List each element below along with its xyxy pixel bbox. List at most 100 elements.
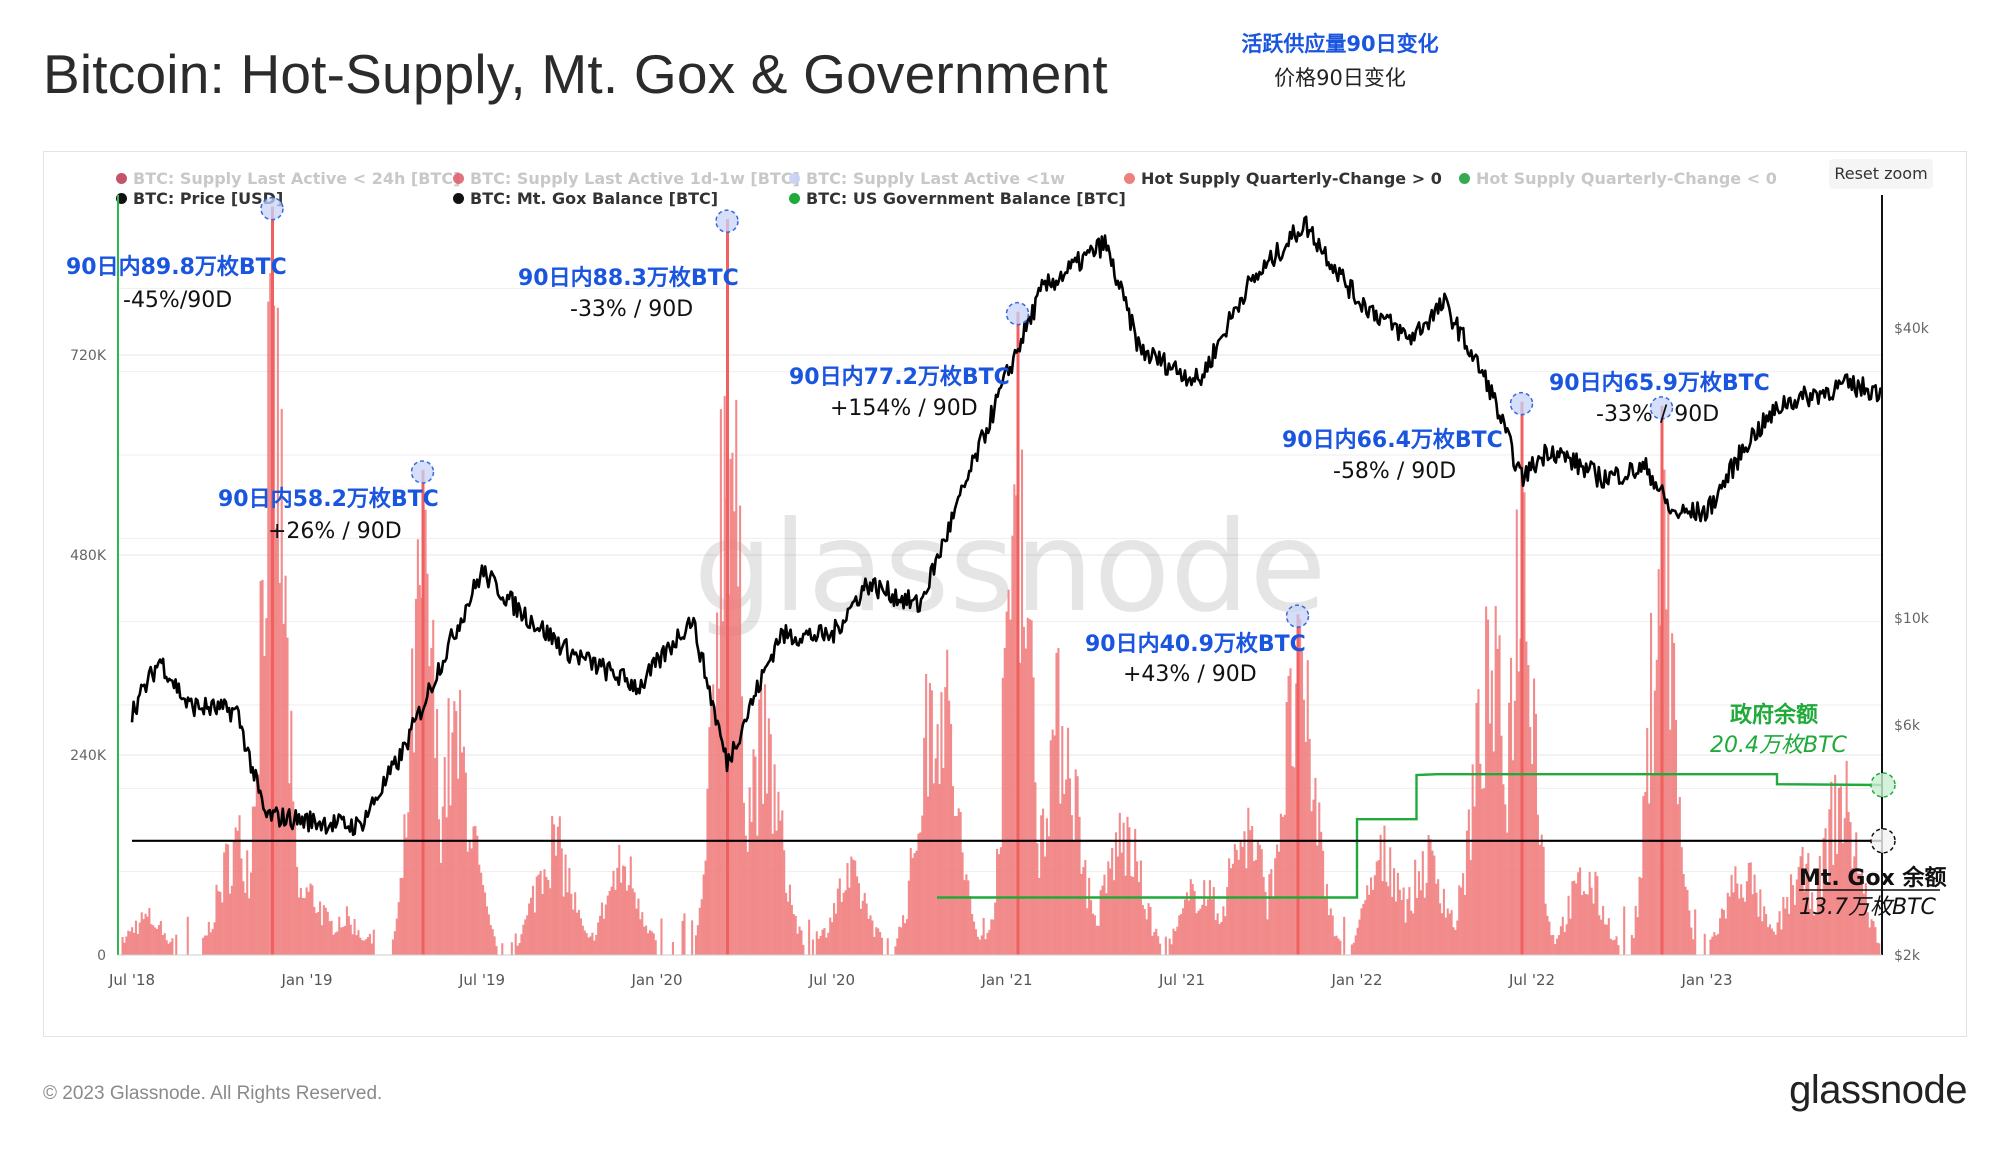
reset-zoom-button[interactable]: Reset zoom xyxy=(1829,159,1933,189)
hot-supply-bar xyxy=(844,890,847,955)
hot-supply-bar xyxy=(129,931,132,955)
hot-supply-bar xyxy=(999,847,1002,955)
hot-supply-bar xyxy=(1185,892,1188,955)
hot-supply-bar xyxy=(549,888,552,955)
hot-supply-peak-bar xyxy=(726,219,729,955)
hot-supply-bar xyxy=(1224,916,1227,955)
hot-supply-bar xyxy=(397,902,400,955)
hot-supply-bar xyxy=(821,929,824,955)
hot-supply-bar xyxy=(213,922,216,955)
y-right-tick-label: $10k xyxy=(1894,611,1930,627)
hot-supply-bar xyxy=(796,933,799,955)
hot-supply-bar xyxy=(719,409,722,955)
x-tick-label: Jan '19 xyxy=(280,971,332,989)
hot-supply-bar xyxy=(1533,678,1536,955)
us-gov-line xyxy=(937,773,1883,899)
price-series xyxy=(130,215,1884,837)
hot-supply-bar xyxy=(131,927,134,955)
hot-supply-bar xyxy=(802,944,805,955)
legend-supply-1w[interactable]: BTC: Supply Last Active <1w xyxy=(789,169,1065,188)
hot-supply-bar xyxy=(896,938,899,955)
hot-supply-bar xyxy=(441,806,444,955)
hot-supply-bar xyxy=(221,902,224,955)
peak-marker xyxy=(1649,396,1674,420)
hot-supply-bar xyxy=(1391,896,1394,955)
page-title: Bitcoin: Hot-Supply, Mt. Gox & Governmen… xyxy=(43,43,1108,105)
hot-supply-bar xyxy=(449,805,452,955)
legend-price[interactable]: BTC: Price [USD] xyxy=(116,189,283,208)
hot-supply-bar xyxy=(263,656,266,955)
y-right-axis: $2k $6k $10k $40k xyxy=(1894,321,1930,964)
hot-supply-bar xyxy=(269,273,272,956)
hot-supply-bar xyxy=(393,931,396,955)
hot-supply-bar xyxy=(338,916,341,955)
hot-supply-bar xyxy=(127,930,130,955)
legend-supply-1d-1w[interactable]: BTC: Supply Last Active 1d-1w [BTC] xyxy=(453,169,800,188)
hot-supply-bar xyxy=(353,919,356,955)
hot-supply-bar xyxy=(1373,875,1376,955)
hot-supply-bar xyxy=(1667,509,1670,955)
legend-us-gov[interactable]: BTC: US Government Balance [BTC] xyxy=(789,189,1126,208)
hot-supply-bar xyxy=(1818,856,1821,955)
hot-supply-bar xyxy=(852,859,855,955)
hot-supply-bar xyxy=(1623,906,1626,955)
hot-supply-bar xyxy=(873,936,876,955)
brand-logo: glassnode xyxy=(1789,1068,1967,1112)
hot-supply-bar xyxy=(1258,844,1261,955)
hot-supply-bar xyxy=(1312,799,1315,955)
hot-supply-bar xyxy=(1584,893,1587,955)
x-tick-label: Jul '19 xyxy=(458,971,505,989)
hot-supply-bar xyxy=(1433,855,1436,955)
legend-supply-24h[interactable]: BTC: Supply Last Active < 24h [BTC] xyxy=(116,169,460,188)
hot-supply-bar xyxy=(1523,492,1526,955)
hot-supply-bar xyxy=(1145,919,1148,955)
price-line xyxy=(130,215,1884,837)
hot-supply-bar xyxy=(1682,873,1685,955)
hot-supply-bar xyxy=(996,848,999,955)
hot-supply-bar xyxy=(1270,869,1273,955)
hot-supply-bar xyxy=(959,811,962,955)
hot-supply-bar xyxy=(541,894,544,955)
hot-supply-bar xyxy=(754,756,757,955)
hot-supply-bar xyxy=(1419,890,1422,955)
hot-supply-bar xyxy=(1042,808,1045,955)
hot-supply-bar xyxy=(1571,881,1574,955)
hot-supply-bar xyxy=(1722,910,1725,955)
hot-supply-bar xyxy=(717,688,721,955)
hot-supply-bar xyxy=(1137,881,1141,955)
hot-supply-bar xyxy=(907,880,910,955)
hot-supply-bar xyxy=(992,919,995,955)
hot-supply-bar xyxy=(1563,931,1566,955)
hot-supply-bar xyxy=(253,806,256,955)
hot-supply-bar xyxy=(551,815,554,955)
hot-supply-bar xyxy=(752,749,755,955)
hot-supply-bar xyxy=(483,892,487,955)
legend-mtgox[interactable]: BTC: Mt. Gox Balance [BTC] xyxy=(453,189,718,208)
hot-supply-bar xyxy=(969,895,972,955)
hot-supply-bar xyxy=(570,893,573,955)
legend-hot-supply-neg[interactable]: Hot Supply Quarterly-Change < 0 xyxy=(1459,169,1777,188)
hot-supply-bar xyxy=(1032,677,1035,955)
hot-supply-bar xyxy=(798,926,801,955)
hot-supply-bar xyxy=(156,929,159,955)
hot-supply-bar xyxy=(1352,942,1355,955)
hot-supply-bar xyxy=(315,913,318,955)
hot-supply-bar xyxy=(1003,648,1006,955)
hot-supply-bar xyxy=(1057,647,1060,955)
hot-supply-bar xyxy=(1189,879,1192,955)
hot-supply-bar xyxy=(474,825,477,955)
hot-supply-bar xyxy=(627,885,630,955)
hot-supply-bar xyxy=(246,850,249,955)
hot-supply-bar xyxy=(1122,822,1125,955)
hot-supply-bar xyxy=(1736,883,1739,955)
hot-supply-bar xyxy=(217,891,220,955)
hot-supply-bar xyxy=(1183,899,1187,955)
x-tick-label: Jan '22 xyxy=(1330,971,1382,989)
hot-supply-bar xyxy=(242,881,245,955)
hot-supply-bar xyxy=(585,933,588,955)
legend-hot-supply-pos[interactable]: Hot Supply Quarterly-Change > 0 xyxy=(1124,169,1442,188)
hot-supply-bar xyxy=(223,852,226,955)
hot-supply-bar xyxy=(399,877,402,955)
hot-supply-bar xyxy=(1859,873,1862,955)
hot-supply-bar xyxy=(618,844,621,955)
